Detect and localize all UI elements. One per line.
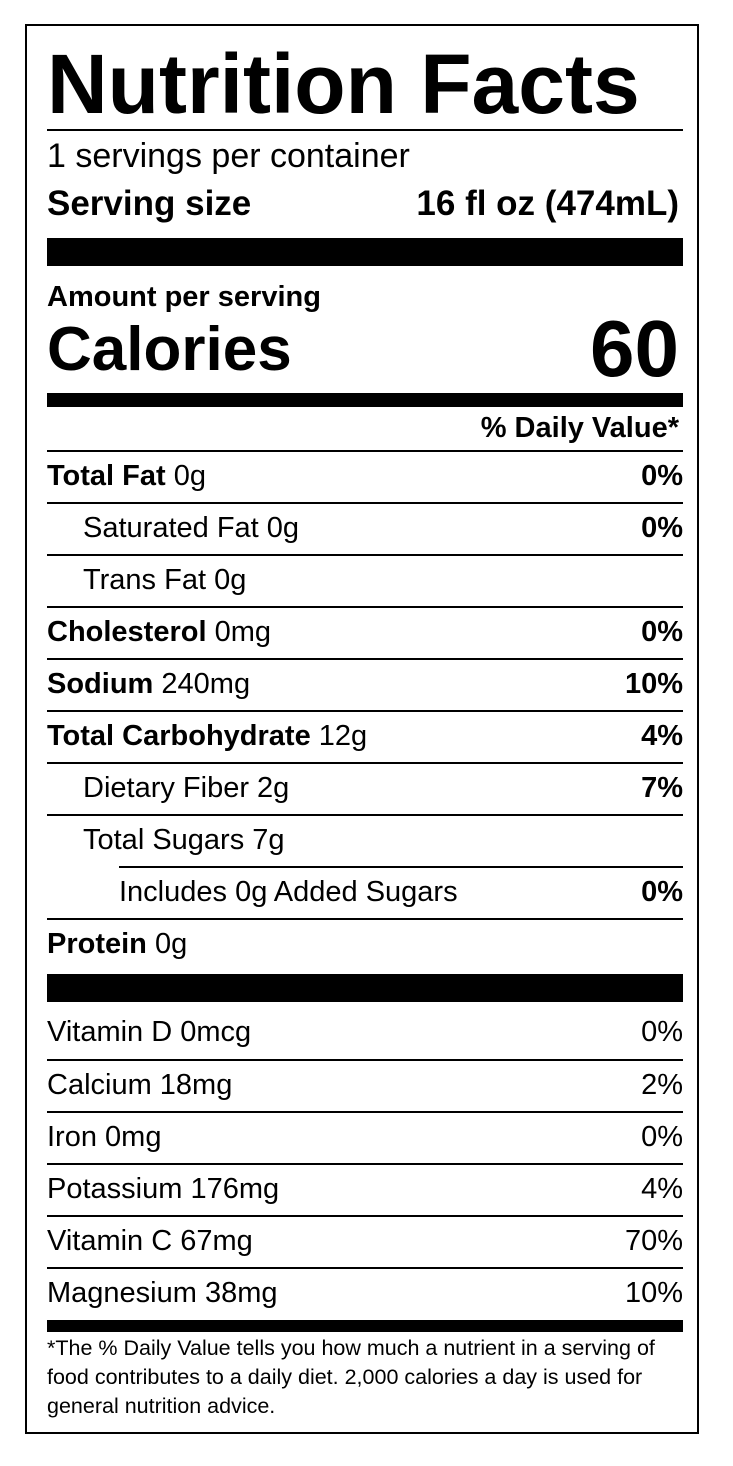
vitamin-name: Potassium 176mg [47, 1173, 280, 1205]
vitamin-name: Vitamin C 67mg [47, 1225, 253, 1257]
label-title: Nutrition Facts [47, 37, 640, 131]
nutrient-dv: 0% [641, 876, 683, 908]
thick-divider-bottom [47, 1320, 683, 1332]
nutrient-dv: 0% [641, 616, 683, 648]
vitamin-row-magnesium: Magnesium 38mg 10% [47, 1268, 683, 1318]
row-divider [47, 606, 683, 608]
nutrient-row-added-sugars: Includes 0g Added Sugars 0% [47, 867, 683, 917]
vitamin-row-calcium: Calcium 18mg 2% [47, 1060, 683, 1110]
nutrient-dv: 4% [641, 720, 683, 752]
row-divider [47, 450, 683, 452]
nutrient-dv: 0% [641, 512, 683, 544]
row-divider-indented [119, 866, 683, 868]
calories-label: Calories [47, 315, 292, 384]
daily-value-header: % Daily Value* [480, 412, 679, 444]
row-divider [47, 762, 683, 764]
row-divider [47, 502, 683, 504]
nutrient-row-cholesterol: Cholesterol 0mg 0% [47, 607, 683, 657]
vitamin-dv: 0% [641, 1121, 683, 1153]
nutrient-row-protein: Protein 0g [47, 919, 683, 969]
row-divider [47, 554, 683, 556]
nutrient-name: Includes 0g Added Sugars [119, 876, 458, 908]
vitamin-dv: 10% [624, 1277, 683, 1309]
vitamin-dv: 2% [641, 1069, 683, 1101]
nutrient-name: Total Sugars 7g [83, 824, 285, 856]
nutrient-dv: 7% [641, 772, 683, 804]
nutrient-name: Cholesterol [47, 616, 207, 648]
nutrition-label: Nutrition Facts 1 servings per container… [25, 24, 699, 1434]
servings-per-container: 1 servings per container [47, 137, 410, 175]
row-divider [47, 1163, 683, 1165]
vitamin-row-iron: Iron 0mg 0% [47, 1112, 683, 1162]
footnote: *The % Daily Value tells you how much a … [47, 1336, 655, 1418]
nutrient-name: Saturated Fat 0g [83, 512, 300, 544]
nutrient-name: Dietary Fiber 2g [83, 772, 290, 804]
nutrient-name: Sodium [47, 668, 154, 700]
nutrient-dv: 0% [641, 460, 683, 492]
vitamin-row-vitamin-c: Vitamin C 67mg 70% [47, 1216, 683, 1266]
title-divider [47, 129, 683, 131]
row-divider [47, 1215, 683, 1217]
row-divider [47, 1111, 683, 1113]
nutrient-name: Total Carbohydrate [47, 720, 311, 752]
nutrient-amount: 240mg [153, 668, 251, 700]
serving-size-label: Serving size [47, 184, 252, 223]
amount-per-serving: Amount per serving [47, 281, 321, 313]
vitamin-name: Calcium 18mg [47, 1069, 233, 1101]
row-divider [47, 1267, 683, 1269]
vitamin-row-potassium: Potassium 176mg 4% [47, 1164, 683, 1214]
calories-value: 60 [590, 304, 679, 393]
nutrient-amount: 0g [146, 928, 188, 960]
nutrient-row-total-fat: Total Fat 0g 0% [47, 451, 683, 501]
nutrient-row-dietary-fiber: Dietary Fiber 2g 7% [47, 763, 683, 813]
nutrient-row-sodium: Sodium 240mg 10% [47, 659, 683, 709]
nutrient-name: Protein [47, 928, 147, 960]
vitamin-dv: 4% [641, 1173, 683, 1205]
nutrient-dv: 10% [624, 668, 683, 700]
row-divider [47, 1059, 683, 1061]
serving-size-value: 16 fl oz (474mL) [416, 184, 679, 223]
row-divider [47, 814, 683, 816]
vitamin-dv: 70% [624, 1225, 683, 1257]
nutrient-row-total-carbohydrate: Total Carbohydrate 12g 4% [47, 711, 683, 761]
nutrient-name: Total Fat [47, 460, 166, 492]
nutrient-row-total-sugars: Total Sugars 7g [47, 815, 683, 865]
thick-divider-top [47, 238, 683, 266]
nutrient-name: Trans Fat 0g [83, 564, 247, 596]
calories-divider [47, 393, 683, 407]
nutrient-amount: 12g [310, 720, 368, 752]
thick-divider-vitamins [47, 974, 683, 1002]
vitamin-name: Iron 0mg [47, 1121, 162, 1153]
row-divider [47, 658, 683, 660]
nutrient-amount: 0g [165, 460, 207, 492]
row-divider [47, 710, 683, 712]
nutrient-row-saturated-fat: Saturated Fat 0g 0% [47, 503, 683, 553]
vitamin-name: Magnesium 38mg [47, 1277, 278, 1309]
vitamin-name: Vitamin D 0mcg [47, 1016, 252, 1048]
nutrient-amount: 0mg [206, 616, 272, 648]
vitamin-dv: 0% [641, 1016, 683, 1048]
vitamin-row-vitamin-d: Vitamin D 0mcg 0% [47, 1007, 683, 1057]
nutrient-row-trans-fat: Trans Fat 0g [47, 555, 683, 605]
row-divider [47, 918, 683, 920]
